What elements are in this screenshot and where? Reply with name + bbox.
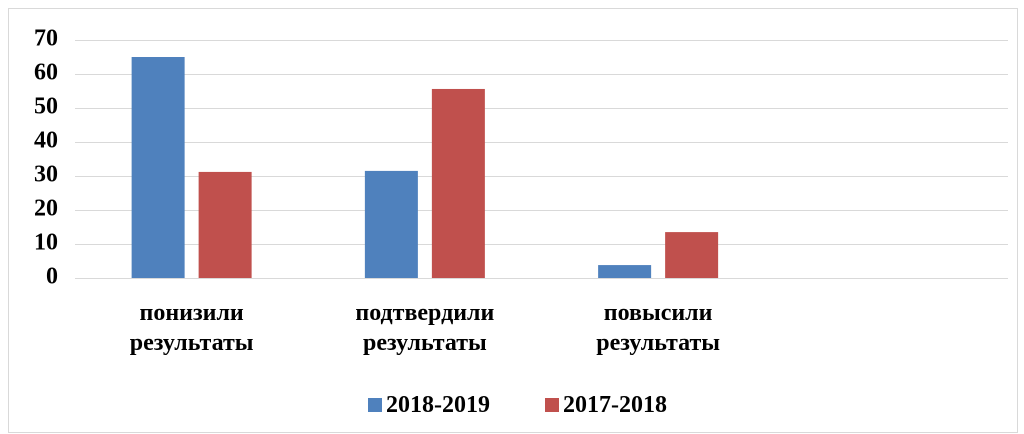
y-tick-label: 60 (34, 60, 58, 86)
legend-swatch (545, 398, 559, 412)
legend-swatch (368, 398, 382, 412)
legend-label: 2018-2019 (386, 392, 490, 418)
y-tick-label: 0 (46, 264, 58, 290)
bar (431, 88, 485, 279)
bar (131, 57, 185, 278)
y-tick-label: 40 (34, 128, 58, 154)
bar (364, 170, 418, 278)
chart-frame (8, 8, 1018, 433)
x-tick-label: подтвердили результаты (355, 300, 495, 356)
bar (598, 265, 652, 278)
y-tick-label: 30 (34, 162, 58, 188)
y-tick-label: 50 (34, 94, 58, 120)
bar (665, 232, 719, 278)
y-tick-label: 20 (34, 196, 58, 222)
legend-label: 2017-2018 (563, 392, 667, 418)
bar (198, 171, 252, 278)
y-tick-label: 70 (34, 26, 58, 52)
x-tick-label: повысили результаты (596, 300, 721, 356)
x-tick-label: понизили результаты (129, 300, 254, 356)
y-tick-label: 10 (34, 230, 58, 256)
